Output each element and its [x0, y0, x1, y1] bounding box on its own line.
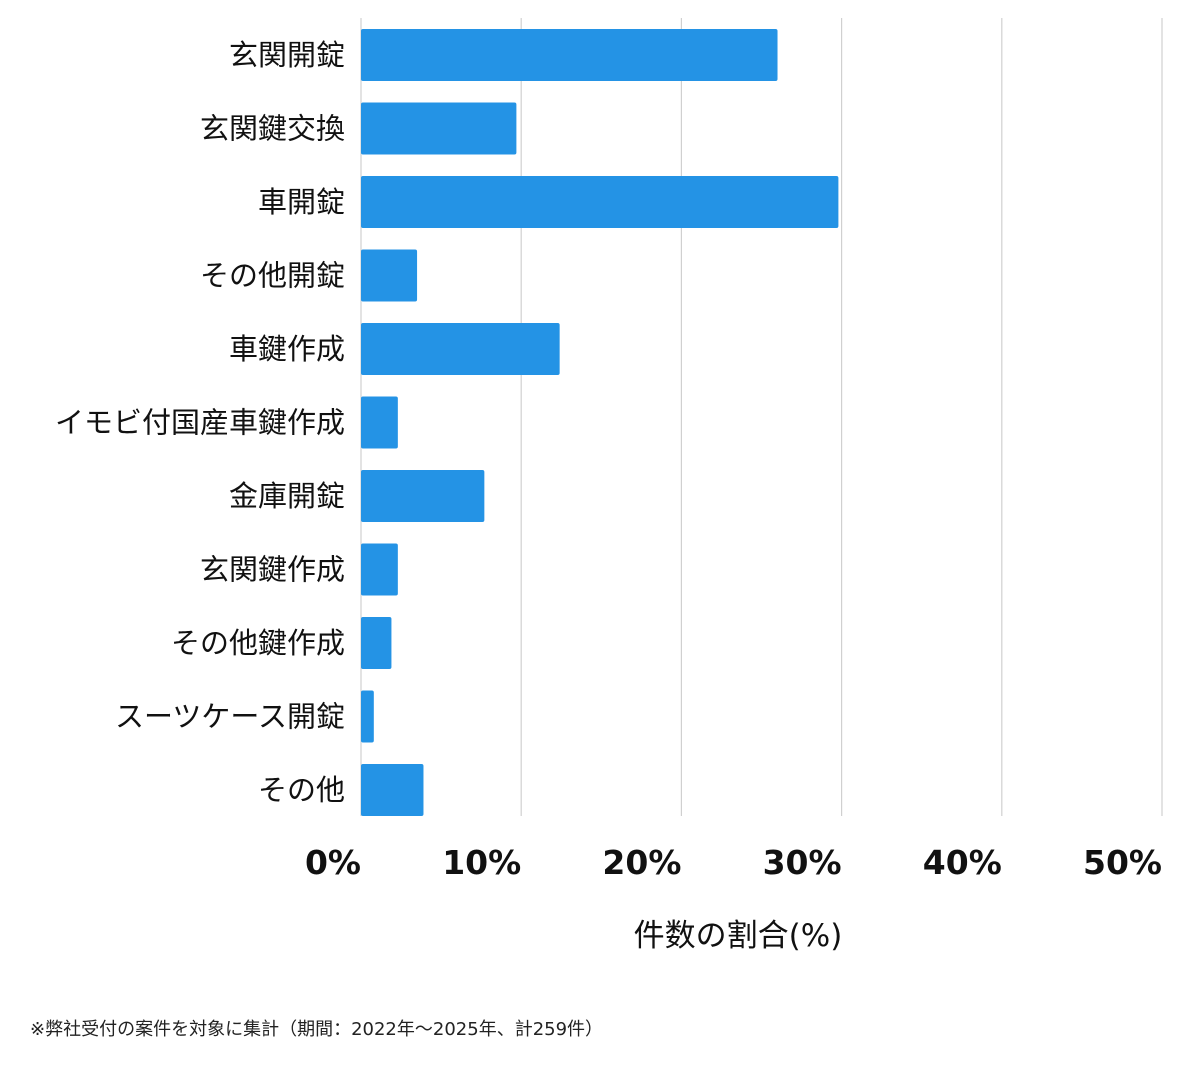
x-tick-label: 0%: [305, 843, 361, 882]
bar: [361, 690, 374, 743]
bar: [361, 29, 778, 81]
bar: [361, 764, 424, 816]
x-tick-label: 40%: [923, 843, 1002, 882]
category-label: その他: [258, 773, 345, 807]
bar: [361, 543, 398, 596]
bar: [361, 396, 398, 449]
bars: [361, 29, 839, 816]
x-tick-labels: 0% 10% 20% 30% 40% 50%: [305, 843, 1162, 882]
grid-lines: [360, 18, 1163, 816]
category-label: 車開錠: [258, 185, 345, 219]
footnote: ※弊社受付の案件を対象に集計（期間：2022年〜2025年、計259件）: [30, 1019, 604, 1040]
bar-chart: 玄関開錠玄関鍵交換車開錠その他開錠車鍵作成イモビ付国産車鍵作成金庫開錠玄関鍵作成…: [55, 18, 1163, 954]
category-labels: 玄関開錠玄関鍵交換車開錠その他開錠車鍵作成イモビ付国産車鍵作成金庫開錠玄関鍵作成…: [55, 38, 345, 807]
bar: [361, 323, 560, 375]
x-tick-label: 50%: [1083, 843, 1162, 882]
category-label: スーツケース開錠: [115, 700, 345, 734]
category-label: その他開錠: [200, 259, 345, 293]
category-label: 玄関鍵作成: [200, 553, 345, 587]
category-label: イモビ付国産車鍵作成: [55, 406, 345, 440]
bar: [361, 249, 418, 302]
x-tick-label: 30%: [763, 843, 842, 882]
category-label: 車鍵作成: [229, 332, 345, 366]
bar: [361, 176, 839, 228]
category-label: 玄関開錠: [229, 38, 345, 72]
category-label: 玄関鍵交換: [200, 112, 345, 146]
x-tick-label: 20%: [602, 843, 681, 882]
x-tick-label: 10%: [442, 843, 521, 882]
x-axis-title: 件数の割合(%): [634, 918, 843, 954]
bar: [361, 102, 517, 155]
bar: [361, 617, 392, 669]
category-label: その他鍵作成: [171, 626, 345, 660]
bar: [361, 470, 485, 522]
category-label: 金庫開錠: [229, 479, 345, 513]
